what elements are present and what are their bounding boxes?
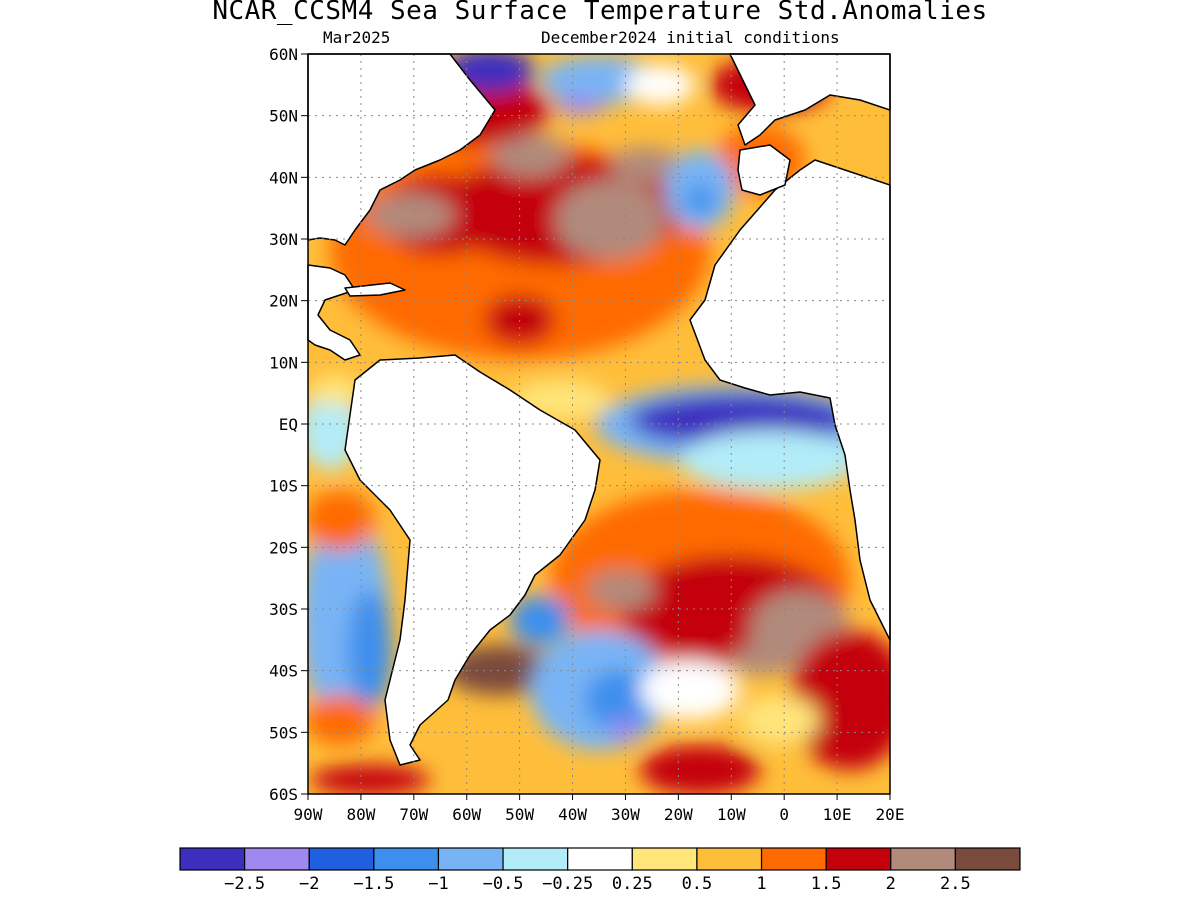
colorbar-label: −0.5	[483, 874, 524, 894]
colorbar-label: −1	[428, 874, 448, 894]
lat-tick-label: 50S	[269, 723, 298, 742]
lat-tick-label: 20S	[269, 538, 298, 557]
colorbar-label: 0.25	[612, 874, 653, 894]
colorbar-swatch	[825, 847, 892, 871]
lat-tick-label: 60S	[269, 785, 298, 804]
lon-tick-label: 30W	[611, 805, 640, 824]
lon-tick-label: 80W	[346, 805, 375, 824]
lon-tick-label: 20E	[876, 805, 905, 824]
lon-tick-label: 40W	[558, 805, 587, 824]
latitude-axis: 60N 50N 40N 30N 20N 10N EQ 10S 20S 30S 40S 50S 60S	[269, 45, 308, 804]
initial-conditions-label: December2024 initial conditions	[541, 28, 840, 47]
lon-tick-label: 60W	[452, 805, 481, 824]
lon-tick-label: 20W	[664, 805, 693, 824]
colorbar-label: 1	[756, 874, 766, 894]
lat-tick-label: 60N	[269, 45, 298, 64]
colorbar-label: −0.25	[542, 874, 593, 894]
colorbar-label: 2.5	[940, 874, 971, 894]
lon-tick-label: 10E	[823, 805, 852, 824]
colorbar-swatch	[502, 847, 569, 871]
coastlines	[307, 53, 891, 766]
colorbar-swatch	[567, 847, 633, 871]
colorbar-label: 0.5	[682, 874, 713, 894]
colorbar-label: 2	[886, 874, 896, 894]
colorbar-label: −1.5	[353, 874, 394, 894]
lat-tick-label: 10N	[269, 353, 298, 372]
lon-tick-label: 90W	[294, 805, 323, 824]
lat-tick-label: EQ	[279, 415, 298, 434]
longitude-axis: 90W 80W 70W 60W 50W 40W 30W 20W 10W 0 10E 20E	[294, 794, 905, 824]
africa-land	[689, 159, 891, 641]
caribbean-islands	[344, 282, 406, 297]
colorbar: −2.5 −2 −1.5 −1 −0.5 −0.25 0.25 0.5 1 1.5 2 2.5	[179, 847, 1021, 894]
forecast-month: Mar2025	[323, 28, 391, 47]
colorbar-swatch	[308, 847, 375, 871]
colorbar-swatch	[179, 847, 246, 871]
lon-tick-label: 50W	[505, 805, 534, 824]
lat-tick-label: 50N	[269, 107, 298, 126]
lat-tick-label: 20N	[269, 292, 298, 311]
lat-tick-label: 40N	[269, 168, 298, 187]
south-america-land	[344, 354, 601, 766]
lat-tick-label: 40S	[269, 662, 298, 681]
colorbar-swatch	[244, 847, 310, 871]
lon-tick-label: 10W	[717, 805, 746, 824]
colorbar-swatch	[631, 847, 698, 871]
map-gridlines	[308, 54, 890, 794]
colorbar-label: −2	[299, 874, 319, 894]
lat-tick-label: 30N	[269, 230, 298, 249]
map-title: NCAR_CCSM4 Sea Surface Temperature Std.A…	[212, 0, 988, 26]
lon-tick-label: 70W	[399, 805, 428, 824]
colorbar-label: 1.5	[811, 874, 842, 894]
iberia-land	[737, 144, 791, 196]
lat-tick-label: 10S	[269, 477, 298, 496]
colorbar-swatch	[890, 847, 956, 871]
colorbar-swatch	[760, 847, 827, 871]
colorbar-swatch	[437, 847, 504, 871]
colorbar-swatch	[373, 847, 440, 871]
lat-tick-label: 30S	[269, 600, 298, 619]
colorbar-label: −2.5	[224, 874, 265, 894]
colorbar-swatch	[954, 847, 1021, 871]
colorbar-swatch	[696, 847, 763, 871]
lon-tick-label: 0	[779, 805, 789, 824]
